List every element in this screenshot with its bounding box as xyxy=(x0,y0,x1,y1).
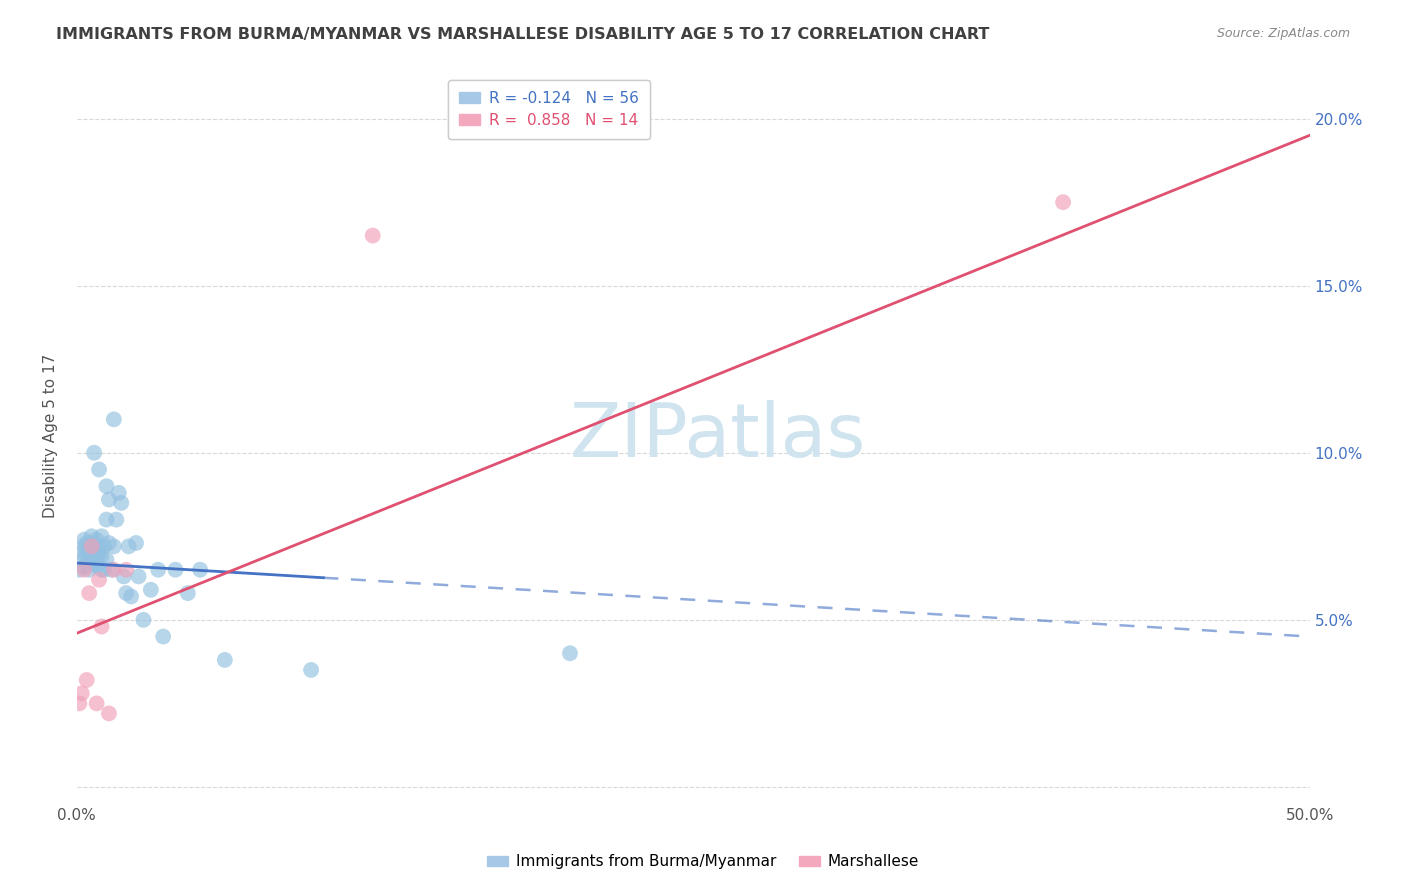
Point xyxy=(115,586,138,600)
Point xyxy=(83,536,105,550)
Point xyxy=(90,549,112,564)
Point xyxy=(67,563,90,577)
Point xyxy=(87,462,110,476)
Point xyxy=(93,563,115,577)
Point xyxy=(80,539,103,553)
Point xyxy=(112,569,135,583)
Point xyxy=(97,706,120,721)
Point xyxy=(70,686,93,700)
Point xyxy=(70,546,93,560)
Point xyxy=(87,546,110,560)
Point xyxy=(100,563,122,577)
Point xyxy=(80,529,103,543)
Point xyxy=(76,536,98,550)
Point xyxy=(83,546,105,560)
Point xyxy=(77,563,100,577)
Point xyxy=(90,529,112,543)
Point xyxy=(86,559,108,574)
Point xyxy=(70,552,93,566)
Point xyxy=(93,539,115,553)
Point xyxy=(67,697,90,711)
Point xyxy=(76,546,98,560)
Point xyxy=(86,552,108,566)
Point xyxy=(103,563,125,577)
Point xyxy=(214,653,236,667)
Point xyxy=(86,697,108,711)
Point xyxy=(125,536,148,550)
Point xyxy=(90,563,112,577)
Point xyxy=(73,559,96,574)
Point xyxy=(107,486,129,500)
Point xyxy=(87,539,110,553)
Point xyxy=(188,563,211,577)
Point xyxy=(152,630,174,644)
Point xyxy=(132,613,155,627)
Point xyxy=(96,552,118,566)
Point xyxy=(361,228,384,243)
Point xyxy=(128,569,150,583)
Point xyxy=(97,492,120,507)
Point xyxy=(80,549,103,564)
Point xyxy=(97,536,120,550)
Point xyxy=(105,513,128,527)
Point xyxy=(83,556,105,570)
Point xyxy=(73,533,96,547)
Text: IMMIGRANTS FROM BURMA/MYANMAR VS MARSHALLESE DISABILITY AGE 5 TO 17 CORRELATION : IMMIGRANTS FROM BURMA/MYANMAR VS MARSHAL… xyxy=(56,27,990,42)
Point xyxy=(87,573,110,587)
Point xyxy=(96,513,118,527)
Point xyxy=(77,552,100,566)
Point xyxy=(80,542,103,557)
Point xyxy=(77,586,100,600)
Y-axis label: Disability Age 5 to 17: Disability Age 5 to 17 xyxy=(44,354,58,518)
Point xyxy=(165,563,187,577)
Legend: Immigrants from Burma/Myanmar, Marshallese: Immigrants from Burma/Myanmar, Marshalle… xyxy=(481,848,925,875)
Point xyxy=(90,619,112,633)
Point xyxy=(76,673,98,687)
Point xyxy=(73,539,96,553)
Point xyxy=(115,563,138,577)
Point xyxy=(73,563,96,577)
Legend: R = -0.124   N = 56, R =  0.858   N = 14: R = -0.124 N = 56, R = 0.858 N = 14 xyxy=(449,80,650,139)
Point xyxy=(86,533,108,547)
Point xyxy=(77,539,100,553)
Point xyxy=(1052,195,1074,210)
Point xyxy=(110,496,132,510)
Point xyxy=(148,563,170,577)
Point xyxy=(117,539,139,553)
Point xyxy=(103,539,125,553)
Point xyxy=(177,586,200,600)
Point xyxy=(120,590,142,604)
Text: ZIPatlas: ZIPatlas xyxy=(569,400,866,473)
Point xyxy=(103,412,125,426)
Point xyxy=(299,663,322,677)
Point xyxy=(96,479,118,493)
Point xyxy=(558,646,581,660)
Point xyxy=(83,446,105,460)
Point xyxy=(139,582,162,597)
Text: Source: ZipAtlas.com: Source: ZipAtlas.com xyxy=(1216,27,1350,40)
